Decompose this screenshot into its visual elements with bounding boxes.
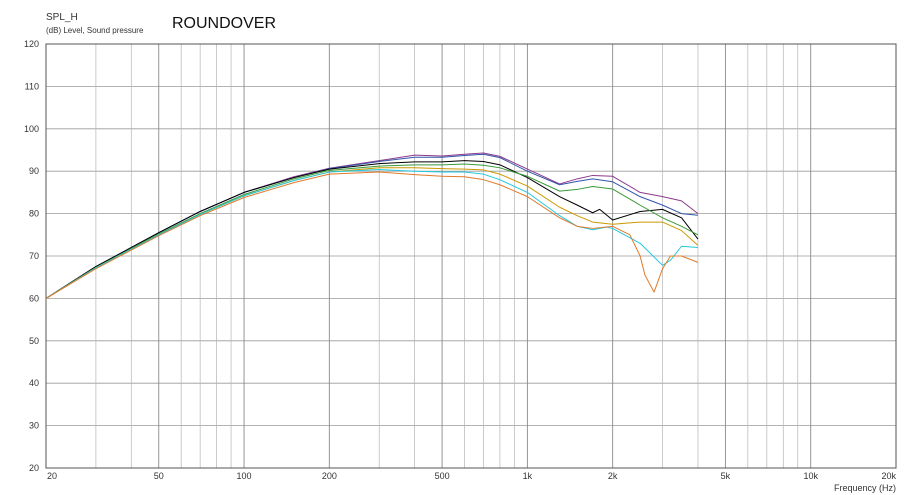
- grid: [45, 43, 897, 469]
- x-tick-label: 1k: [523, 471, 533, 481]
- y-tick-label: 60: [29, 293, 39, 303]
- x-tick-labels: 20 50 100 200 500 1k 2k 5k 10k 20k: [47, 471, 896, 481]
- series-lines: [45, 152, 699, 299]
- y-tick-labels: 20 30 40 50 60 70 80 90 100 110 120: [24, 39, 39, 473]
- x-tick-label: 20: [47, 471, 57, 481]
- y-tick-label: 70: [29, 251, 39, 261]
- series-line-6: [45, 169, 698, 299]
- y-tick-label: 40: [29, 378, 39, 388]
- plot-frame: [45, 43, 897, 469]
- measurement-label: SPL_H: [46, 12, 78, 23]
- x-tick-label: 100: [237, 471, 252, 481]
- series-line-4: [45, 163, 699, 299]
- x-tick-label: 500: [435, 471, 450, 481]
- series-line-3: [45, 160, 699, 299]
- y-tick-label: 120: [24, 39, 39, 49]
- chart-title: ROUNDOVER: [172, 15, 276, 32]
- series-line-1: [45, 152, 699, 299]
- x-tick-label: 50: [154, 471, 164, 481]
- y-tick-label: 50: [29, 336, 39, 346]
- y-tick-label: 80: [29, 209, 39, 219]
- y-tick-label: 100: [24, 124, 39, 134]
- series-line-7: [45, 171, 699, 299]
- y-tick-label: 20: [29, 463, 39, 473]
- x-tick-label: 10k: [803, 471, 818, 481]
- y-tick-label: 90: [29, 166, 39, 176]
- x-tick-label: 20k: [881, 471, 896, 481]
- x-axis-label: Frequency (Hz): [834, 483, 896, 493]
- y-tick-label: 30: [29, 421, 39, 431]
- y-axis-label: (dB) Level, Sound pressure: [46, 26, 144, 35]
- x-tick-label: 2k: [608, 471, 618, 481]
- x-tick-label: 200: [322, 471, 337, 481]
- x-tick-label: 5k: [721, 471, 731, 481]
- y-tick-label: 110: [25, 81, 39, 91]
